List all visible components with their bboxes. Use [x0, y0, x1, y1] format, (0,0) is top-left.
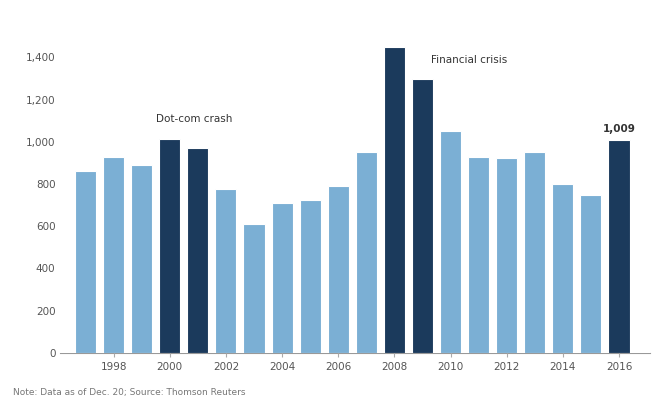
Bar: [271, 203, 293, 353]
Bar: [496, 158, 517, 353]
Bar: [103, 157, 124, 353]
Bar: [552, 184, 574, 353]
Bar: [468, 157, 489, 353]
Text: Financial crisis: Financial crisis: [431, 55, 507, 65]
Bar: [328, 186, 349, 353]
Bar: [524, 152, 545, 353]
Bar: [580, 194, 602, 353]
Text: 1,009: 1,009: [602, 124, 635, 134]
Bar: [608, 140, 630, 353]
Bar: [356, 152, 377, 353]
Bar: [75, 171, 96, 353]
Bar: [412, 79, 433, 353]
Bar: [384, 47, 405, 353]
Bar: [159, 139, 180, 353]
Bar: [299, 200, 321, 353]
Bar: [216, 189, 237, 353]
Bar: [131, 165, 152, 353]
Bar: [188, 148, 208, 353]
Text: Note: Data as of Dec. 20; Source: Thomson Reuters: Note: Data as of Dec. 20; Source: Thomso…: [13, 388, 246, 397]
Text: Dot-com crash: Dot-com crash: [155, 114, 232, 124]
Bar: [440, 131, 461, 353]
Bar: [243, 224, 265, 353]
